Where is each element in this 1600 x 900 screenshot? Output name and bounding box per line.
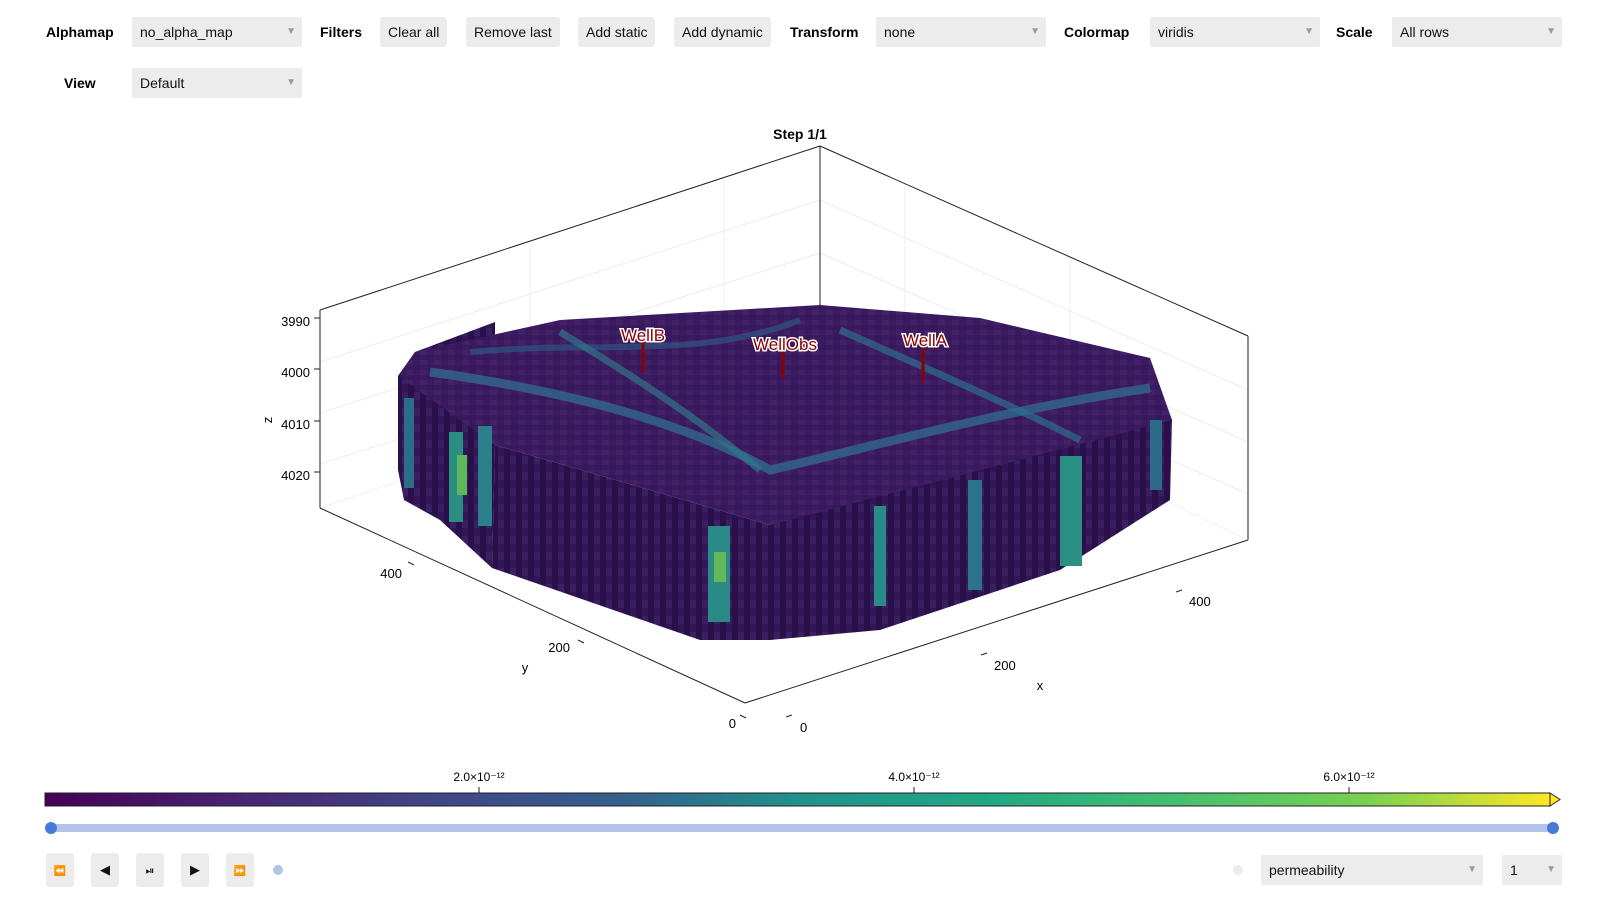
play-pause-icon: ⏯ bbox=[145, 865, 155, 877]
colorbar-tick-label: 4.0×10⁻¹² bbox=[888, 770, 940, 784]
chevron-down-icon: ▼ bbox=[286, 77, 296, 88]
chevron-down-icon: ▼ bbox=[1030, 26, 1040, 37]
z-tick-label: 4020 bbox=[281, 468, 310, 483]
property-value: permeability bbox=[1269, 862, 1345, 878]
chevron-down-icon: ▼ bbox=[286, 26, 296, 37]
x-tick-label: 200 bbox=[994, 658, 1016, 673]
alphamap-label: Alphamap bbox=[46, 24, 114, 40]
fast-forward-button[interactable]: ⏩ bbox=[226, 853, 254, 887]
view-select[interactable]: Default ▼ bbox=[132, 68, 302, 98]
colormap-select[interactable]: viridis ▼ bbox=[1150, 17, 1320, 47]
step-value: 1 bbox=[1510, 862, 1518, 878]
add-dynamic-button[interactable]: Add dynamic bbox=[674, 17, 771, 47]
chevron-down-icon: ▼ bbox=[1546, 26, 1556, 37]
colorbar-tick-label: 2.0×10⁻¹² bbox=[453, 770, 505, 784]
play-button[interactable]: ▶ bbox=[181, 853, 209, 887]
toggle-dot[interactable] bbox=[273, 865, 283, 875]
timeline-slider[interactable] bbox=[45, 822, 1559, 834]
z-axis-label: z bbox=[260, 417, 275, 424]
fast-forward-icon: ⏩ bbox=[233, 866, 247, 877]
chevron-down-icon: ▼ bbox=[1304, 26, 1314, 37]
reservoir-grid bbox=[398, 305, 1172, 640]
y-axis: 400 200 0 y bbox=[380, 561, 747, 731]
add-static-button[interactable]: Add static bbox=[578, 17, 656, 47]
y-tick-label: 0 bbox=[729, 716, 736, 731]
y-axis-label: y bbox=[522, 660, 529, 675]
scale-label: Scale bbox=[1336, 24, 1373, 40]
property-toggle-dot[interactable] bbox=[1233, 865, 1243, 875]
transform-label: Transform bbox=[790, 24, 859, 40]
x-axis: 0 200 400 x bbox=[785, 589, 1211, 735]
colormap-value: viridis bbox=[1158, 24, 1194, 40]
well-label: WellB bbox=[621, 326, 665, 345]
alphamap-value: no_alpha_map bbox=[140, 24, 233, 40]
colorbar bbox=[44, 787, 1561, 807]
play-icon: ▶ bbox=[190, 862, 200, 877]
step-back-icon: ◀ bbox=[100, 862, 110, 877]
scale-value: All rows bbox=[1400, 24, 1450, 40]
view-value: Default bbox=[140, 75, 185, 91]
colorbar-tick-label: 6.0×10⁻¹² bbox=[1323, 770, 1375, 784]
transform-value: none bbox=[884, 24, 916, 40]
chevron-down-icon: ▼ bbox=[1546, 864, 1556, 875]
scale-select[interactable]: All rows ▼ bbox=[1392, 17, 1562, 47]
rewind-icon: ⏪ bbox=[53, 866, 67, 877]
slider-start-handle[interactable] bbox=[45, 822, 57, 834]
well-label: WellObs bbox=[753, 335, 817, 354]
z-axis: 3990 4000 4010 4020 z bbox=[260, 314, 320, 483]
step-back-button[interactable]: ◀ bbox=[91, 853, 119, 887]
rewind-button[interactable]: ⏪ bbox=[46, 853, 74, 887]
slider-end-handle[interactable] bbox=[1547, 822, 1559, 834]
play-pause-button[interactable]: ⏯ bbox=[136, 853, 164, 887]
plot-3d-canvas[interactable]: WellB WellObs WellA Step 1/1 3990 4000 4… bbox=[0, 0, 1600, 760]
chevron-down-icon: ▼ bbox=[1467, 864, 1477, 875]
x-tick-label: 400 bbox=[1189, 594, 1211, 609]
filters-label: Filters bbox=[320, 24, 363, 40]
z-tick-label: 3990 bbox=[281, 314, 310, 329]
plot-title: Step 1/1 bbox=[773, 126, 827, 142]
z-tick-label: 4010 bbox=[281, 417, 310, 432]
property-select[interactable]: permeability ▼ bbox=[1261, 855, 1483, 885]
x-axis-label: x bbox=[1037, 678, 1044, 693]
clear-all-button[interactable]: Clear all bbox=[380, 17, 448, 47]
alphamap-select[interactable]: no_alpha_map ▼ bbox=[132, 17, 302, 47]
well-markers: WellB WellObs WellA bbox=[619, 325, 949, 382]
z-tick-label: 4000 bbox=[281, 365, 310, 380]
step-select[interactable]: 1 ▼ bbox=[1502, 855, 1562, 885]
transform-select[interactable]: none ▼ bbox=[876, 17, 1046, 47]
y-tick-label: 400 bbox=[380, 566, 402, 581]
x-tick-label: 0 bbox=[800, 720, 807, 735]
colormap-label: Colormap bbox=[1064, 24, 1130, 40]
view-label: View bbox=[64, 75, 96, 91]
y-tick-label: 200 bbox=[548, 640, 570, 655]
well-label: WellA bbox=[903, 331, 948, 350]
remove-last-button[interactable]: Remove last bbox=[466, 17, 560, 47]
